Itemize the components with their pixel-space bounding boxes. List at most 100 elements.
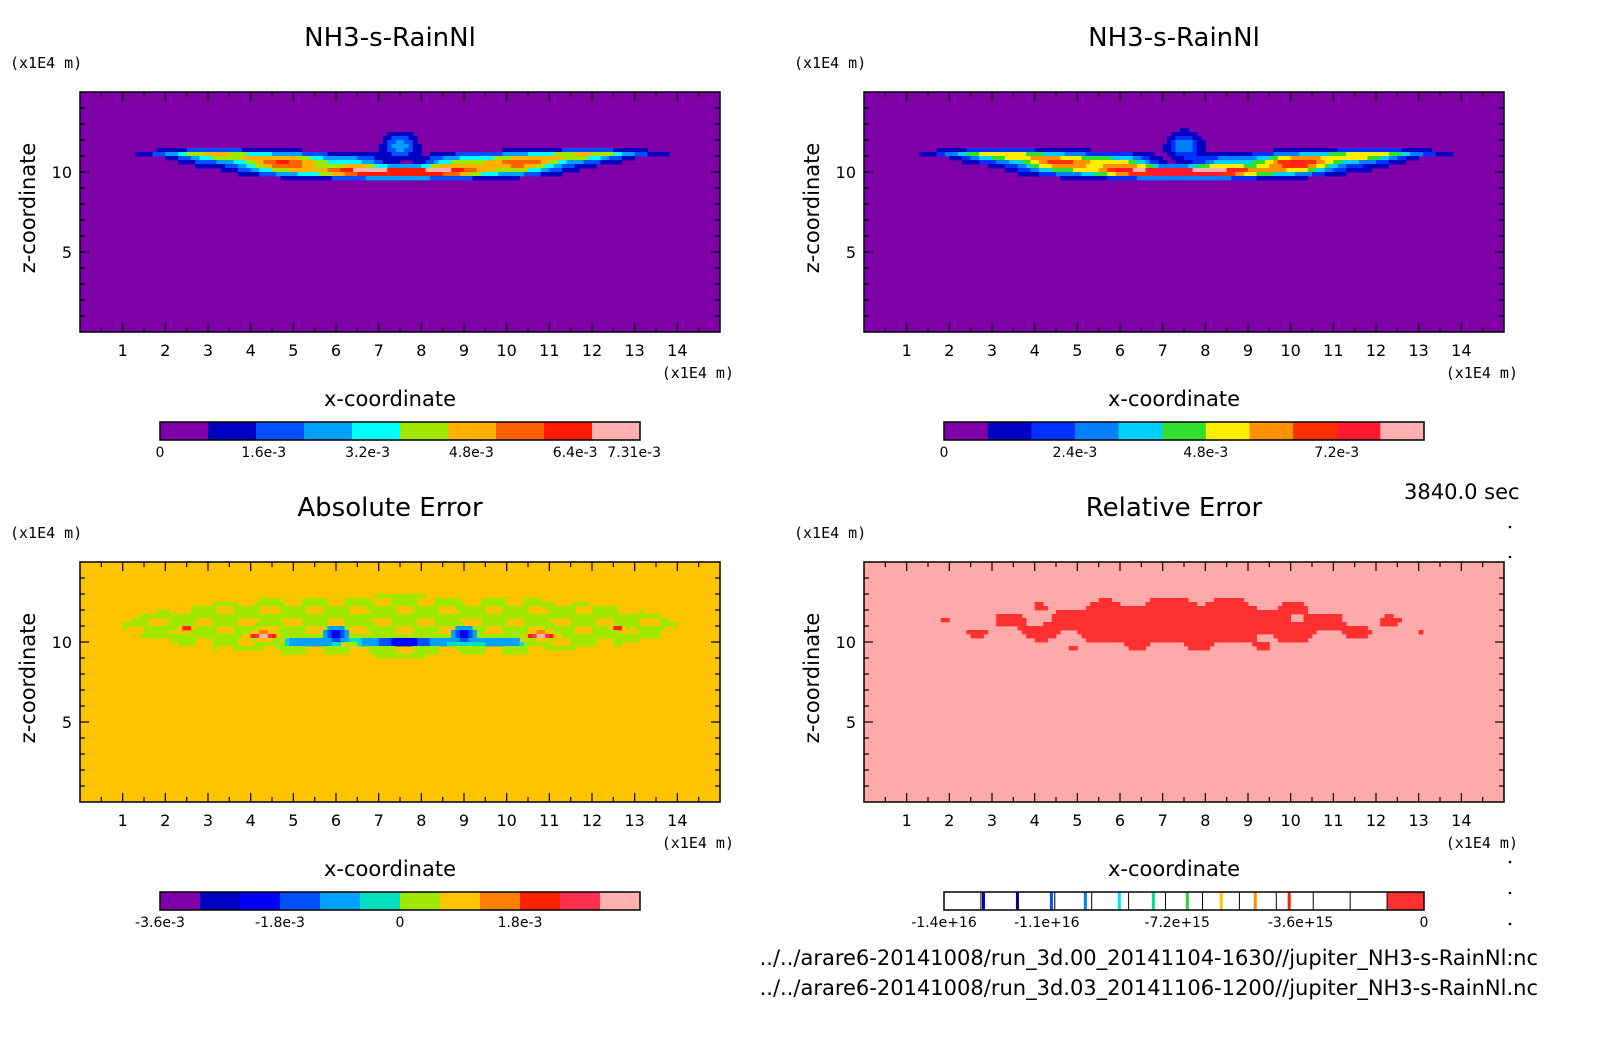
heatmap-cell (1320, 614, 1326, 619)
heatmap-cell (1171, 614, 1176, 619)
heatmap-cell (664, 622, 670, 627)
heatmap-cell (579, 160, 584, 165)
heatmap-cell (391, 136, 397, 141)
heatmap-cell (549, 634, 554, 639)
heatmap-cell (353, 168, 358, 173)
heatmap-cell (412, 144, 418, 149)
heatmap-cell (216, 152, 222, 157)
heatmap-cell (1141, 152, 1146, 157)
heatmap-cell (1265, 626, 1270, 631)
heatmap-cell (621, 638, 627, 643)
heatmap-cell (459, 160, 465, 165)
heatmap-cell (1184, 626, 1189, 631)
heatmap-cell (1282, 160, 1287, 165)
heatmap-cell (284, 650, 290, 655)
heatmap-cell (434, 176, 439, 181)
heatmap-cell (1346, 168, 1351, 173)
heatmap-cell (1094, 172, 1100, 177)
heatmap-cell (1341, 152, 1347, 157)
heatmap-cell (263, 602, 269, 607)
heatmap-cell (387, 172, 392, 177)
heatmap-cell (161, 614, 166, 619)
heatmap-cell (1205, 156, 1210, 161)
colorbar-swatch (1128, 892, 1166, 910)
heatmap-cell (1243, 622, 1249, 627)
heatmap-cell (361, 598, 367, 603)
heatmap-cell (1299, 168, 1304, 173)
heatmap-cell (1154, 614, 1159, 619)
heatmap-cell (1286, 606, 1292, 611)
heatmap-cell (340, 646, 345, 651)
heatmap-cell (387, 650, 392, 655)
heatmap-cell (178, 160, 183, 165)
heatmap-cell (378, 152, 384, 157)
heatmap-cell (391, 614, 397, 619)
heatmap-cell (446, 598, 452, 603)
heatmap-cell (1269, 630, 1274, 635)
heatmap-cell (1158, 610, 1164, 615)
heatmap-cell (395, 160, 401, 165)
heatmap-cell (259, 614, 264, 619)
heatmap-cell (387, 638, 392, 643)
heatmap-cell (553, 646, 559, 651)
heatmap-cell (1060, 164, 1065, 169)
heatmap-cell (468, 168, 473, 173)
heatmap-cell (506, 164, 512, 169)
colorbar-tick-label: -1.1e+16 (1014, 915, 1080, 931)
heatmap-cell (1124, 164, 1129, 169)
heatmap-cell (592, 642, 597, 647)
heatmap-cell (429, 630, 435, 635)
heatmap-cell (609, 630, 614, 635)
heatmap-cell (1188, 638, 1193, 643)
heatmap-cell (259, 618, 264, 623)
heatmap-cell (387, 156, 392, 161)
heatmap-cell (1111, 630, 1117, 635)
heatmap-cell (429, 626, 435, 631)
heatmap-cell (293, 172, 298, 177)
heatmap-cell (182, 634, 188, 639)
heatmap-cell (263, 598, 269, 603)
heatmap-cell (391, 650, 397, 655)
heatmap-cell (284, 164, 290, 169)
heatmap-cell (1260, 614, 1266, 619)
heatmap-cell (493, 164, 499, 169)
heatmap-cell (1102, 630, 1108, 635)
heatmap-cell (336, 614, 341, 619)
heatmap-cell (190, 618, 196, 623)
heatmap-cell (314, 622, 320, 627)
heatmap-cell (1294, 156, 1300, 161)
heatmap-cell (1337, 148, 1343, 153)
heatmap-cell (987, 156, 993, 161)
heatmap-cell (1282, 622, 1287, 627)
heatmap-cell (1235, 634, 1240, 639)
heatmap-cell (1312, 172, 1317, 177)
heatmap-cell (1380, 156, 1385, 161)
heatmap-cell (510, 650, 516, 655)
heatmap-cell (1145, 642, 1151, 647)
heatmap-cell (382, 172, 388, 177)
heatmap-cell (570, 646, 576, 651)
heatmap-cell (272, 148, 277, 153)
heatmap-cell (502, 638, 508, 643)
heatmap-cell (195, 614, 200, 619)
heatmap-cell (378, 626, 384, 631)
heatmap-cell (370, 626, 375, 631)
heatmap-cell (404, 140, 409, 145)
heatmap-cell (1196, 148, 1202, 153)
x-tick-label: 13 (624, 341, 644, 360)
heatmap-cell (169, 156, 175, 161)
heatmap-cell (1017, 626, 1023, 631)
heatmap-cell (583, 148, 589, 153)
heatmap-cell (254, 610, 260, 615)
heatmap-cell (1380, 164, 1385, 169)
heatmap-cell (1286, 156, 1292, 161)
heatmap-cell (237, 160, 243, 165)
heatmap-cell (318, 614, 324, 619)
heatmap-cell (1179, 638, 1185, 643)
heatmap-cell (510, 646, 516, 651)
heatmap-cell (1166, 638, 1172, 643)
heatmap-cell (357, 156, 362, 161)
heatmap-cell (1388, 622, 1394, 627)
heatmap-cell (1128, 630, 1134, 635)
colorbar-tick-label: 0 (1420, 915, 1429, 931)
